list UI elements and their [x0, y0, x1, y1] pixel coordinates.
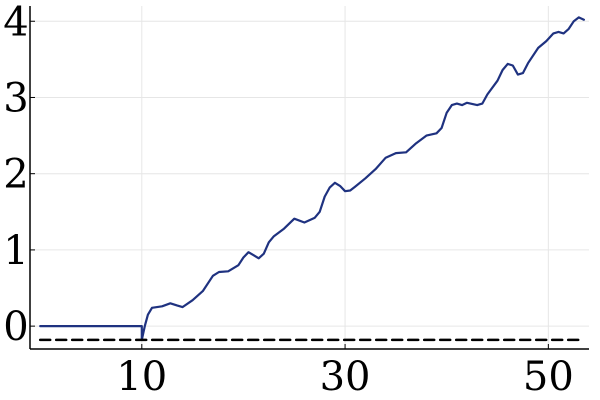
main-line-series — [39, 16, 586, 341]
x-ticks: 10 30 50 — [116, 344, 574, 400]
x-tick-label-50: 50 — [523, 354, 574, 400]
y-tick-label-4: 4 — [3, 0, 28, 45]
y-tick-label-1: 1 — [3, 228, 28, 274]
y-tick-label-0: 0 — [3, 304, 28, 350]
axes — [29, 6, 589, 350]
series-group — [38, 16, 586, 342]
y-ticks: 0 1 2 3 4 — [3, 0, 35, 350]
y-tick-label-2: 2 — [3, 152, 28, 198]
grid — [30, 6, 589, 349]
x-tick-label-30: 30 — [320, 354, 371, 400]
x-tick-label-10: 10 — [116, 354, 167, 400]
y-tick-label-3: 3 — [3, 75, 28, 121]
